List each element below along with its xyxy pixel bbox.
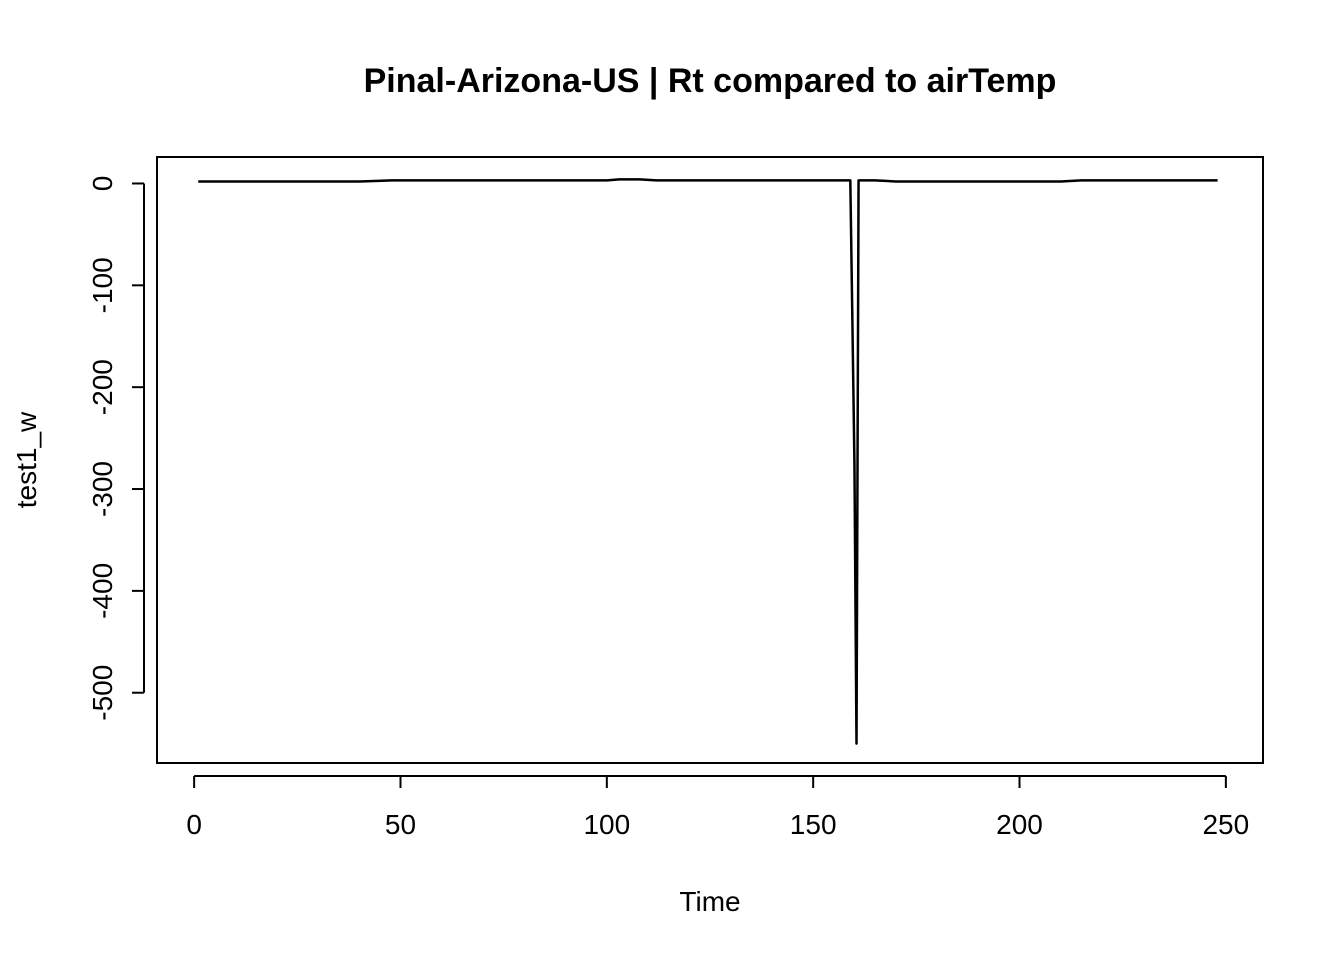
y-tick-label: -500: [87, 665, 118, 721]
plot-frame: [156, 156, 1264, 764]
y-tick-label: 0: [87, 176, 118, 192]
series-line: [198, 178, 1218, 745]
y-tick-label: -100: [87, 257, 118, 313]
y-tick-label: -400: [87, 563, 118, 619]
x-tick-label: 50: [385, 809, 416, 840]
y-tick-label: -300: [87, 461, 118, 517]
y-axis: 0 -100 -200 -300 -400 -500: [87, 176, 145, 721]
x-tick-label: 100: [583, 809, 630, 840]
x-tick-label: 0: [186, 809, 202, 840]
x-tick-label: 250: [1202, 809, 1249, 840]
chart-title: Pinal-Arizona-US | Rt compared to airTem…: [364, 62, 1057, 100]
x-axis-label: Time: [679, 886, 740, 917]
x-axis: 0 50 100 150 200 250: [186, 775, 1249, 840]
y-tick-label: -200: [87, 359, 118, 415]
x-tick-label: 150: [790, 809, 837, 840]
x-tick-label: 200: [996, 809, 1043, 840]
y-axis-label: test1_w: [11, 411, 42, 508]
